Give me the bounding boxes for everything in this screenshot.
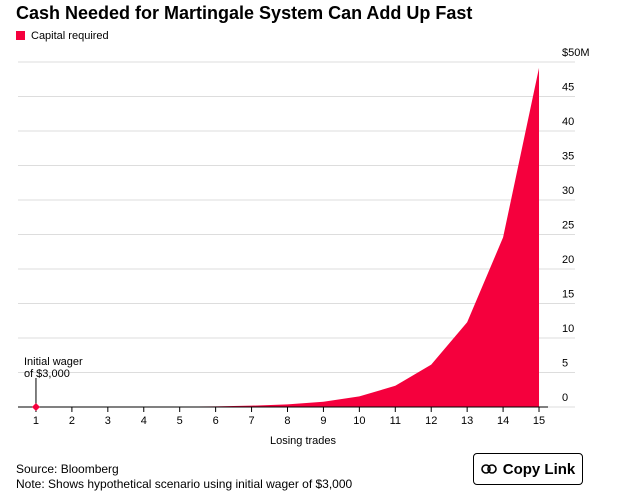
annotation-text: of $3,000 — [24, 368, 70, 380]
x-tick-label: 12 — [425, 415, 437, 427]
y-tick-label: 25 — [562, 219, 574, 231]
x-tick-label: 15 — [533, 415, 545, 427]
x-tick-label: 1 — [33, 415, 39, 427]
y-tick-label: $50M — [562, 47, 590, 59]
x-tick-label: 6 — [213, 415, 219, 427]
x-tick-label: 14 — [497, 415, 509, 427]
y-tick-label: 20 — [562, 254, 574, 266]
chart-title: Cash Needed for Martingale System Can Ad… — [16, 3, 472, 23]
x-tick-label: 13 — [461, 415, 473, 427]
legend-label: Capital required — [31, 30, 109, 42]
y-tick-label: 35 — [562, 150, 574, 162]
area — [35, 67, 540, 407]
x-tick-label: 11 — [390, 415, 401, 427]
x-axis-label: Losing trades — [270, 435, 337, 447]
copy-link-button[interactable]: Copy Link — [473, 453, 583, 485]
x-tick-label: 9 — [320, 415, 326, 427]
x-tick-label: 4 — [141, 415, 147, 427]
link-icon — [480, 464, 497, 474]
source: Source: Bloomberg — [16, 462, 119, 476]
x-tick-label: 5 — [177, 415, 183, 427]
y-tick-label: 40 — [562, 116, 574, 128]
y-tick-label: 5 — [562, 357, 568, 369]
x-tick-label: 2 — [69, 415, 75, 427]
legend-swatch — [16, 31, 25, 40]
x-tick-label: 10 — [353, 415, 365, 427]
note: Note: Shows hypothetical scenario using … — [16, 477, 353, 491]
y-tick-label: 45 — [562, 81, 574, 93]
x-tick-label: 7 — [248, 415, 254, 427]
y-tick-label: 10 — [562, 323, 574, 335]
x-tick-label: 3 — [105, 415, 111, 427]
annotation-marker — [31, 402, 40, 411]
x-tick-label: 8 — [284, 415, 290, 427]
chart: Cash Needed for Martingale System Can Ad… — [16, 3, 590, 447]
button-label: Copy Link — [502, 460, 576, 478]
y-tick-label: 15 — [562, 288, 574, 300]
y-tick-label: 30 — [562, 185, 574, 197]
y-tick-label: 0 — [562, 392, 568, 404]
annotation-text: Initial wager — [24, 356, 83, 368]
